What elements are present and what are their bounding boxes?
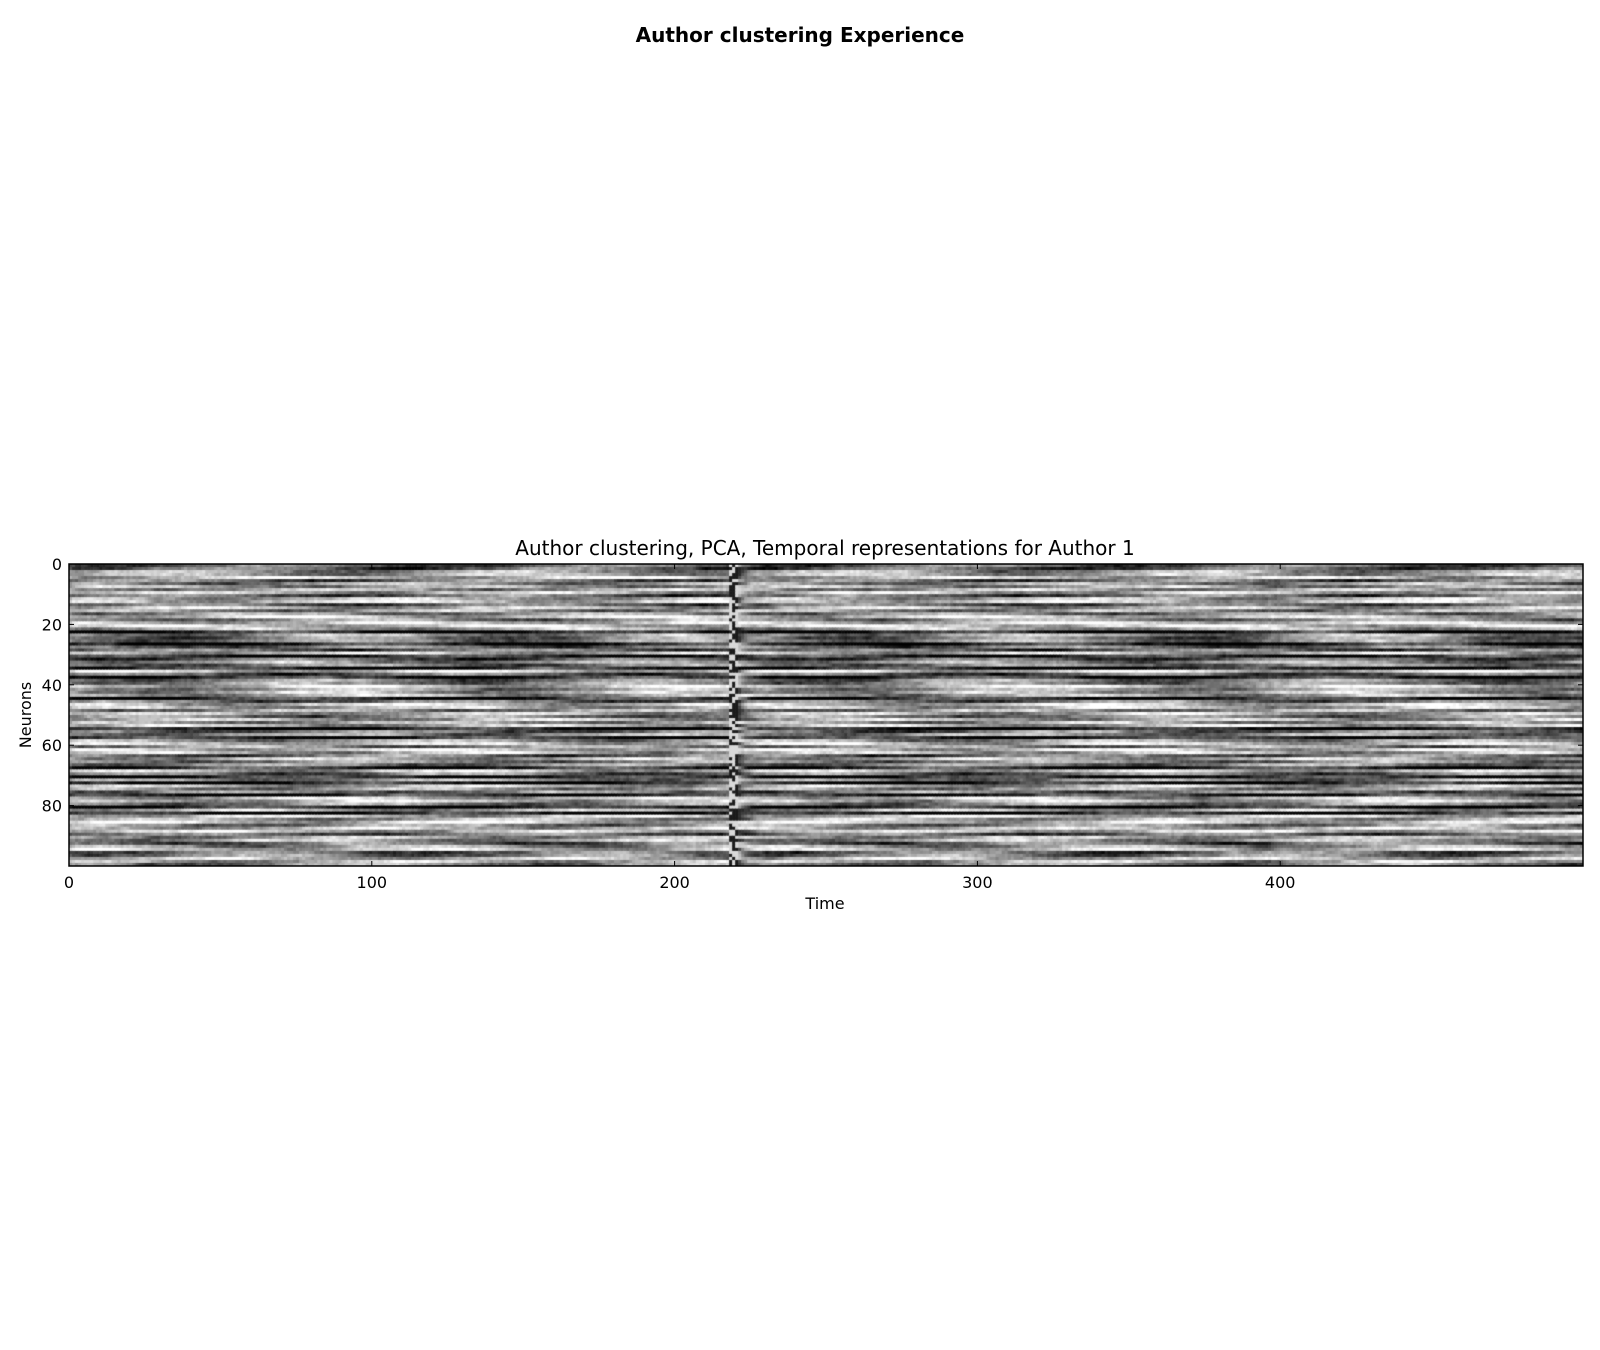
x-tick-label: 100 [357, 873, 388, 892]
y-tick-label: 20 [42, 615, 62, 634]
y-tick-label: 0 [52, 555, 62, 574]
y-tick-label: 60 [42, 736, 62, 755]
plot-frame [68, 563, 1584, 867]
x-axis-label: Time [804, 894, 844, 913]
chart-title: Author clustering, PCA, Temporal represe… [515, 536, 1134, 560]
x-tick-label: 400 [1265, 873, 1296, 892]
y-tick-label: 80 [42, 797, 62, 816]
y-axis: 0 20 40 60 80 [42, 555, 1583, 816]
x-tick-label: 200 [659, 873, 690, 892]
x-tick-label: 300 [962, 873, 993, 892]
x-tick-label: 0 [64, 873, 74, 892]
x-axis: 0 100 200 300 400 [64, 564, 1296, 892]
y-axis-label: Neurons [16, 682, 35, 748]
heatmap-area [69, 564, 1583, 866]
figure-suptitle: Author clustering Experience [635, 23, 965, 47]
y-tick-label: 40 [42, 676, 62, 695]
